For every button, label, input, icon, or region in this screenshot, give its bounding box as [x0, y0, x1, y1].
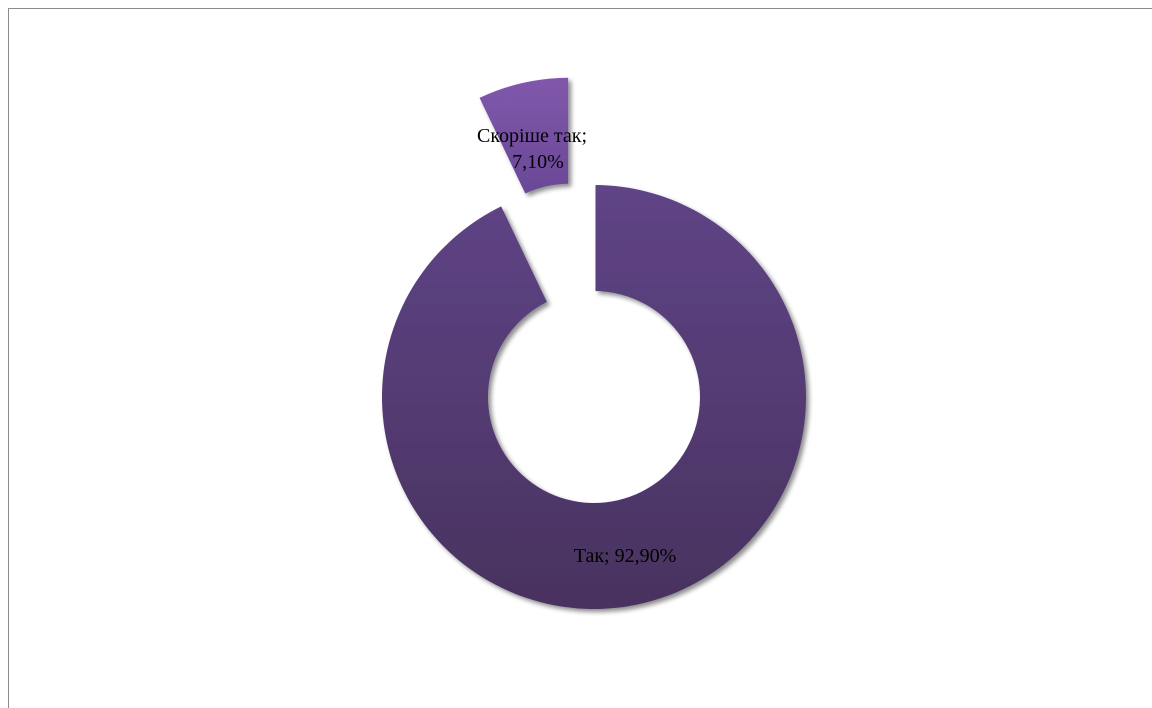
slice-tak [382, 185, 807, 609]
slice-skorishe-tak [479, 77, 569, 194]
data-label-skorishe-tak: 7,10% [512, 151, 564, 173]
data-label-tak: Так; 92,90% [574, 545, 677, 567]
chart-frame [8, 8, 1152, 708]
data-label-skorishe-tak: Скоріше так; [477, 125, 587, 147]
doughnut-chart: Скоріше так; 7,10% Так; 92,90% [382, 77, 807, 609]
